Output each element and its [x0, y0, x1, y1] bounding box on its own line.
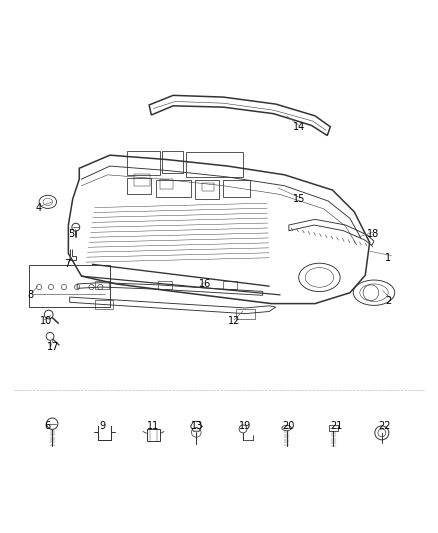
Text: 14: 14 — [293, 122, 305, 132]
Text: 11: 11 — [147, 421, 159, 431]
Text: 2: 2 — [385, 296, 391, 306]
Text: 18: 18 — [367, 229, 380, 239]
Text: 9: 9 — [99, 421, 105, 431]
Text: 19: 19 — [239, 421, 251, 431]
Text: 13: 13 — [191, 421, 203, 431]
Text: 6: 6 — [44, 421, 50, 431]
Text: 22: 22 — [378, 421, 391, 431]
Text: 17: 17 — [46, 342, 59, 352]
Text: 4: 4 — [35, 203, 42, 213]
Text: 1: 1 — [385, 253, 391, 263]
Text: 12: 12 — [228, 316, 240, 326]
Text: 16: 16 — [199, 279, 212, 289]
Text: 5: 5 — [68, 229, 74, 239]
Text: 15: 15 — [293, 194, 306, 204]
Text: 20: 20 — [283, 421, 295, 431]
Circle shape — [72, 223, 80, 231]
Text: 21: 21 — [330, 421, 343, 431]
Text: 10: 10 — [40, 316, 52, 326]
Text: 8: 8 — [27, 290, 33, 300]
Text: 7: 7 — [64, 260, 70, 269]
